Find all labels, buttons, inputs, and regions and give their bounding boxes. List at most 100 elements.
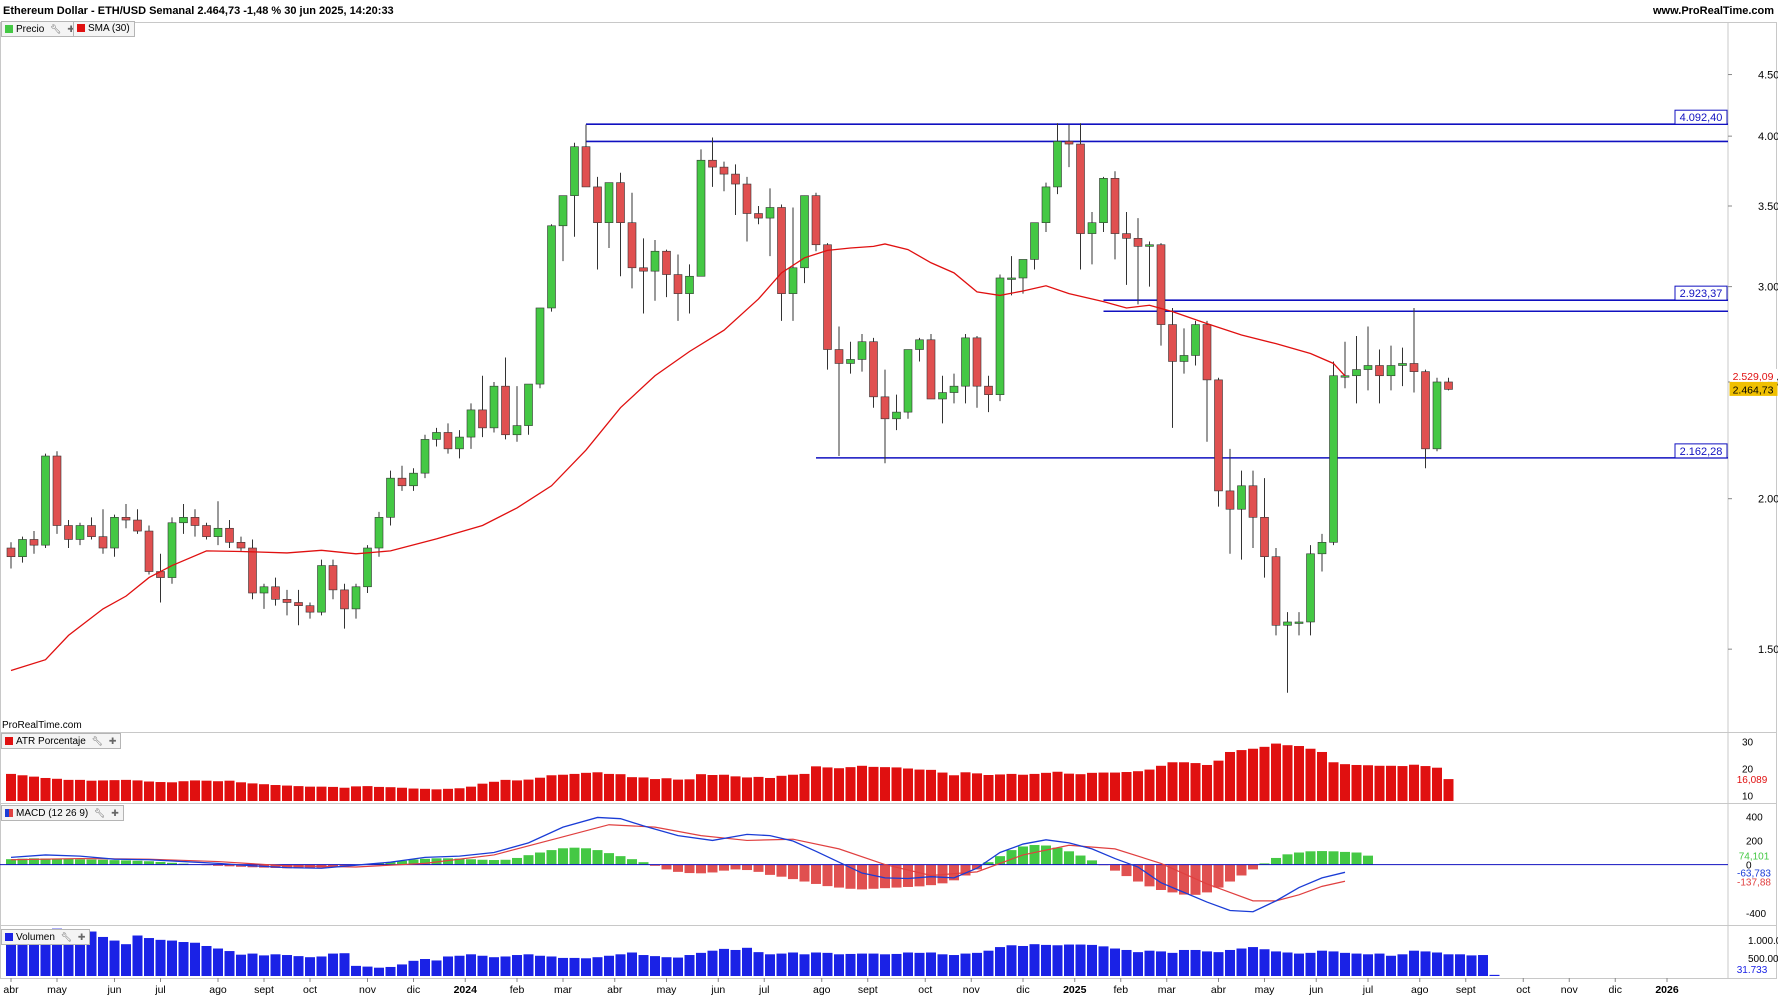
atr-bar xyxy=(178,781,189,801)
candle-up xyxy=(1145,244,1154,247)
wrench-icon[interactable]: 🔧︎ xyxy=(94,808,106,818)
atr-bar xyxy=(1443,779,1454,801)
volume-bar xyxy=(1179,949,1189,976)
candle-down xyxy=(478,409,487,429)
candle-down xyxy=(731,173,740,185)
candle-up xyxy=(363,547,372,588)
candle-up xyxy=(1363,365,1373,370)
candle-down xyxy=(305,605,315,613)
candle-up xyxy=(110,517,119,549)
price-legend[interactable]: Precio 🔧︎ ✚ xyxy=(1,21,80,37)
candle-down xyxy=(972,337,982,387)
volume-bar xyxy=(1386,955,1396,976)
wrench-icon[interactable]: 🔧︎ xyxy=(60,932,73,942)
volume-bar xyxy=(1466,955,1477,976)
volume-legend[interactable]: Volumen 🔧︎ ✚ xyxy=(1,929,91,945)
atr-bar xyxy=(638,777,649,801)
volume-bar xyxy=(167,940,177,976)
plus-icon[interactable]: ✚ xyxy=(111,808,119,818)
atr-bar xyxy=(880,767,890,801)
plus-icon[interactable]: ✚ xyxy=(77,932,86,942)
macd-legend-label: MACD (12 26 9) xyxy=(16,808,89,819)
sma-legend[interactable]: SMA (30) xyxy=(73,21,135,37)
macd-hist-bar-up xyxy=(466,859,476,865)
atr-bar xyxy=(1121,772,1132,801)
macd-hist-bar-down xyxy=(753,864,764,872)
candle-down xyxy=(1271,556,1281,626)
time-tick-label: abr xyxy=(1211,984,1227,996)
macd-hist-bar-down xyxy=(1133,864,1143,882)
atr-bar xyxy=(1213,760,1224,801)
macd-hist-bar-up xyxy=(1271,857,1281,865)
macd-hist-bar-up xyxy=(144,861,154,865)
volume-bar xyxy=(914,952,925,976)
volume-bar xyxy=(1489,974,1500,976)
candle-up xyxy=(1317,541,1327,555)
volume-tick-label: 1.000.000 xyxy=(1748,936,1778,947)
candle-up xyxy=(213,527,223,537)
candle-down xyxy=(673,274,683,294)
atr-bar xyxy=(1317,751,1327,801)
atr-tick-label: 20 xyxy=(1742,765,1754,776)
candle-down xyxy=(880,396,890,420)
atr-bar xyxy=(259,784,269,801)
candle-down xyxy=(639,267,648,272)
macd-hist-bar-down xyxy=(949,864,959,881)
plus-icon[interactable]: ✚ xyxy=(108,736,117,746)
atr-bar xyxy=(512,780,522,801)
atr-bar xyxy=(305,786,315,801)
macd-hist-bar-up xyxy=(17,858,28,865)
macd-signal-line xyxy=(10,824,1346,902)
macd-hist-bar-down xyxy=(914,864,925,887)
volume-bar xyxy=(466,954,476,976)
macd-hist-bar-down xyxy=(880,864,890,889)
macd-hist-bar-up xyxy=(477,859,488,865)
atr-bar xyxy=(983,775,994,801)
atr-bar xyxy=(282,785,292,801)
volume-bar xyxy=(1409,950,1419,976)
volume-bar xyxy=(1052,945,1063,976)
candle-up xyxy=(420,439,430,474)
macd-hist-bar-down xyxy=(1156,864,1166,890)
candle-down xyxy=(29,539,39,546)
candle-down xyxy=(926,339,936,400)
atr-bar xyxy=(684,779,695,801)
macd-hist-bar-down xyxy=(788,864,798,880)
time-tick-label: oct xyxy=(303,984,317,996)
site-name[interactable]: www.ProRealTime.com xyxy=(1653,5,1775,17)
macd-hist-bar-down xyxy=(1121,864,1132,877)
volume-swatch xyxy=(5,933,13,941)
atr-bar xyxy=(845,767,856,801)
candle-up xyxy=(846,359,855,364)
volume-bar xyxy=(1363,954,1373,976)
macd-legend[interactable]: MACD (12 26 9) 🔧︎ ✚ xyxy=(1,805,124,821)
candle-up xyxy=(41,455,50,546)
macd-hist-bar-down xyxy=(213,864,223,866)
atr-bar xyxy=(443,788,453,801)
macd-hist-bar-down xyxy=(1190,864,1201,895)
candle-up xyxy=(1053,141,1062,188)
macd-hist-bar-down xyxy=(811,864,821,884)
volume-bar xyxy=(1133,952,1143,976)
volume-bar xyxy=(1282,952,1293,976)
atr-bar xyxy=(834,768,844,801)
candle-up xyxy=(1007,277,1016,280)
atr-bar xyxy=(213,781,223,801)
atr-bar xyxy=(385,787,396,801)
wrench-icon[interactable]: 🔧︎ xyxy=(91,736,104,746)
time-tick-label: nov xyxy=(359,984,377,996)
macd-hist-bar-down xyxy=(868,864,879,889)
candle-down xyxy=(282,599,292,603)
candle-down xyxy=(190,517,200,526)
plus-icon[interactable]: ✚ xyxy=(67,24,75,34)
macd-tick-label: 0 xyxy=(1746,861,1752,872)
volume-bar xyxy=(1305,952,1316,976)
candle-up xyxy=(892,411,901,420)
atr-bar xyxy=(696,774,706,801)
macd-hist-bar-down xyxy=(224,864,235,867)
atr-legend[interactable]: ATR Porcentaje 🔧︎ ✚ xyxy=(1,733,122,749)
macd-hist-bar-up xyxy=(546,850,557,865)
volume-bars xyxy=(6,928,1500,976)
wrench-icon[interactable]: 🔧︎ xyxy=(50,24,62,34)
volume-bar xyxy=(661,957,672,976)
